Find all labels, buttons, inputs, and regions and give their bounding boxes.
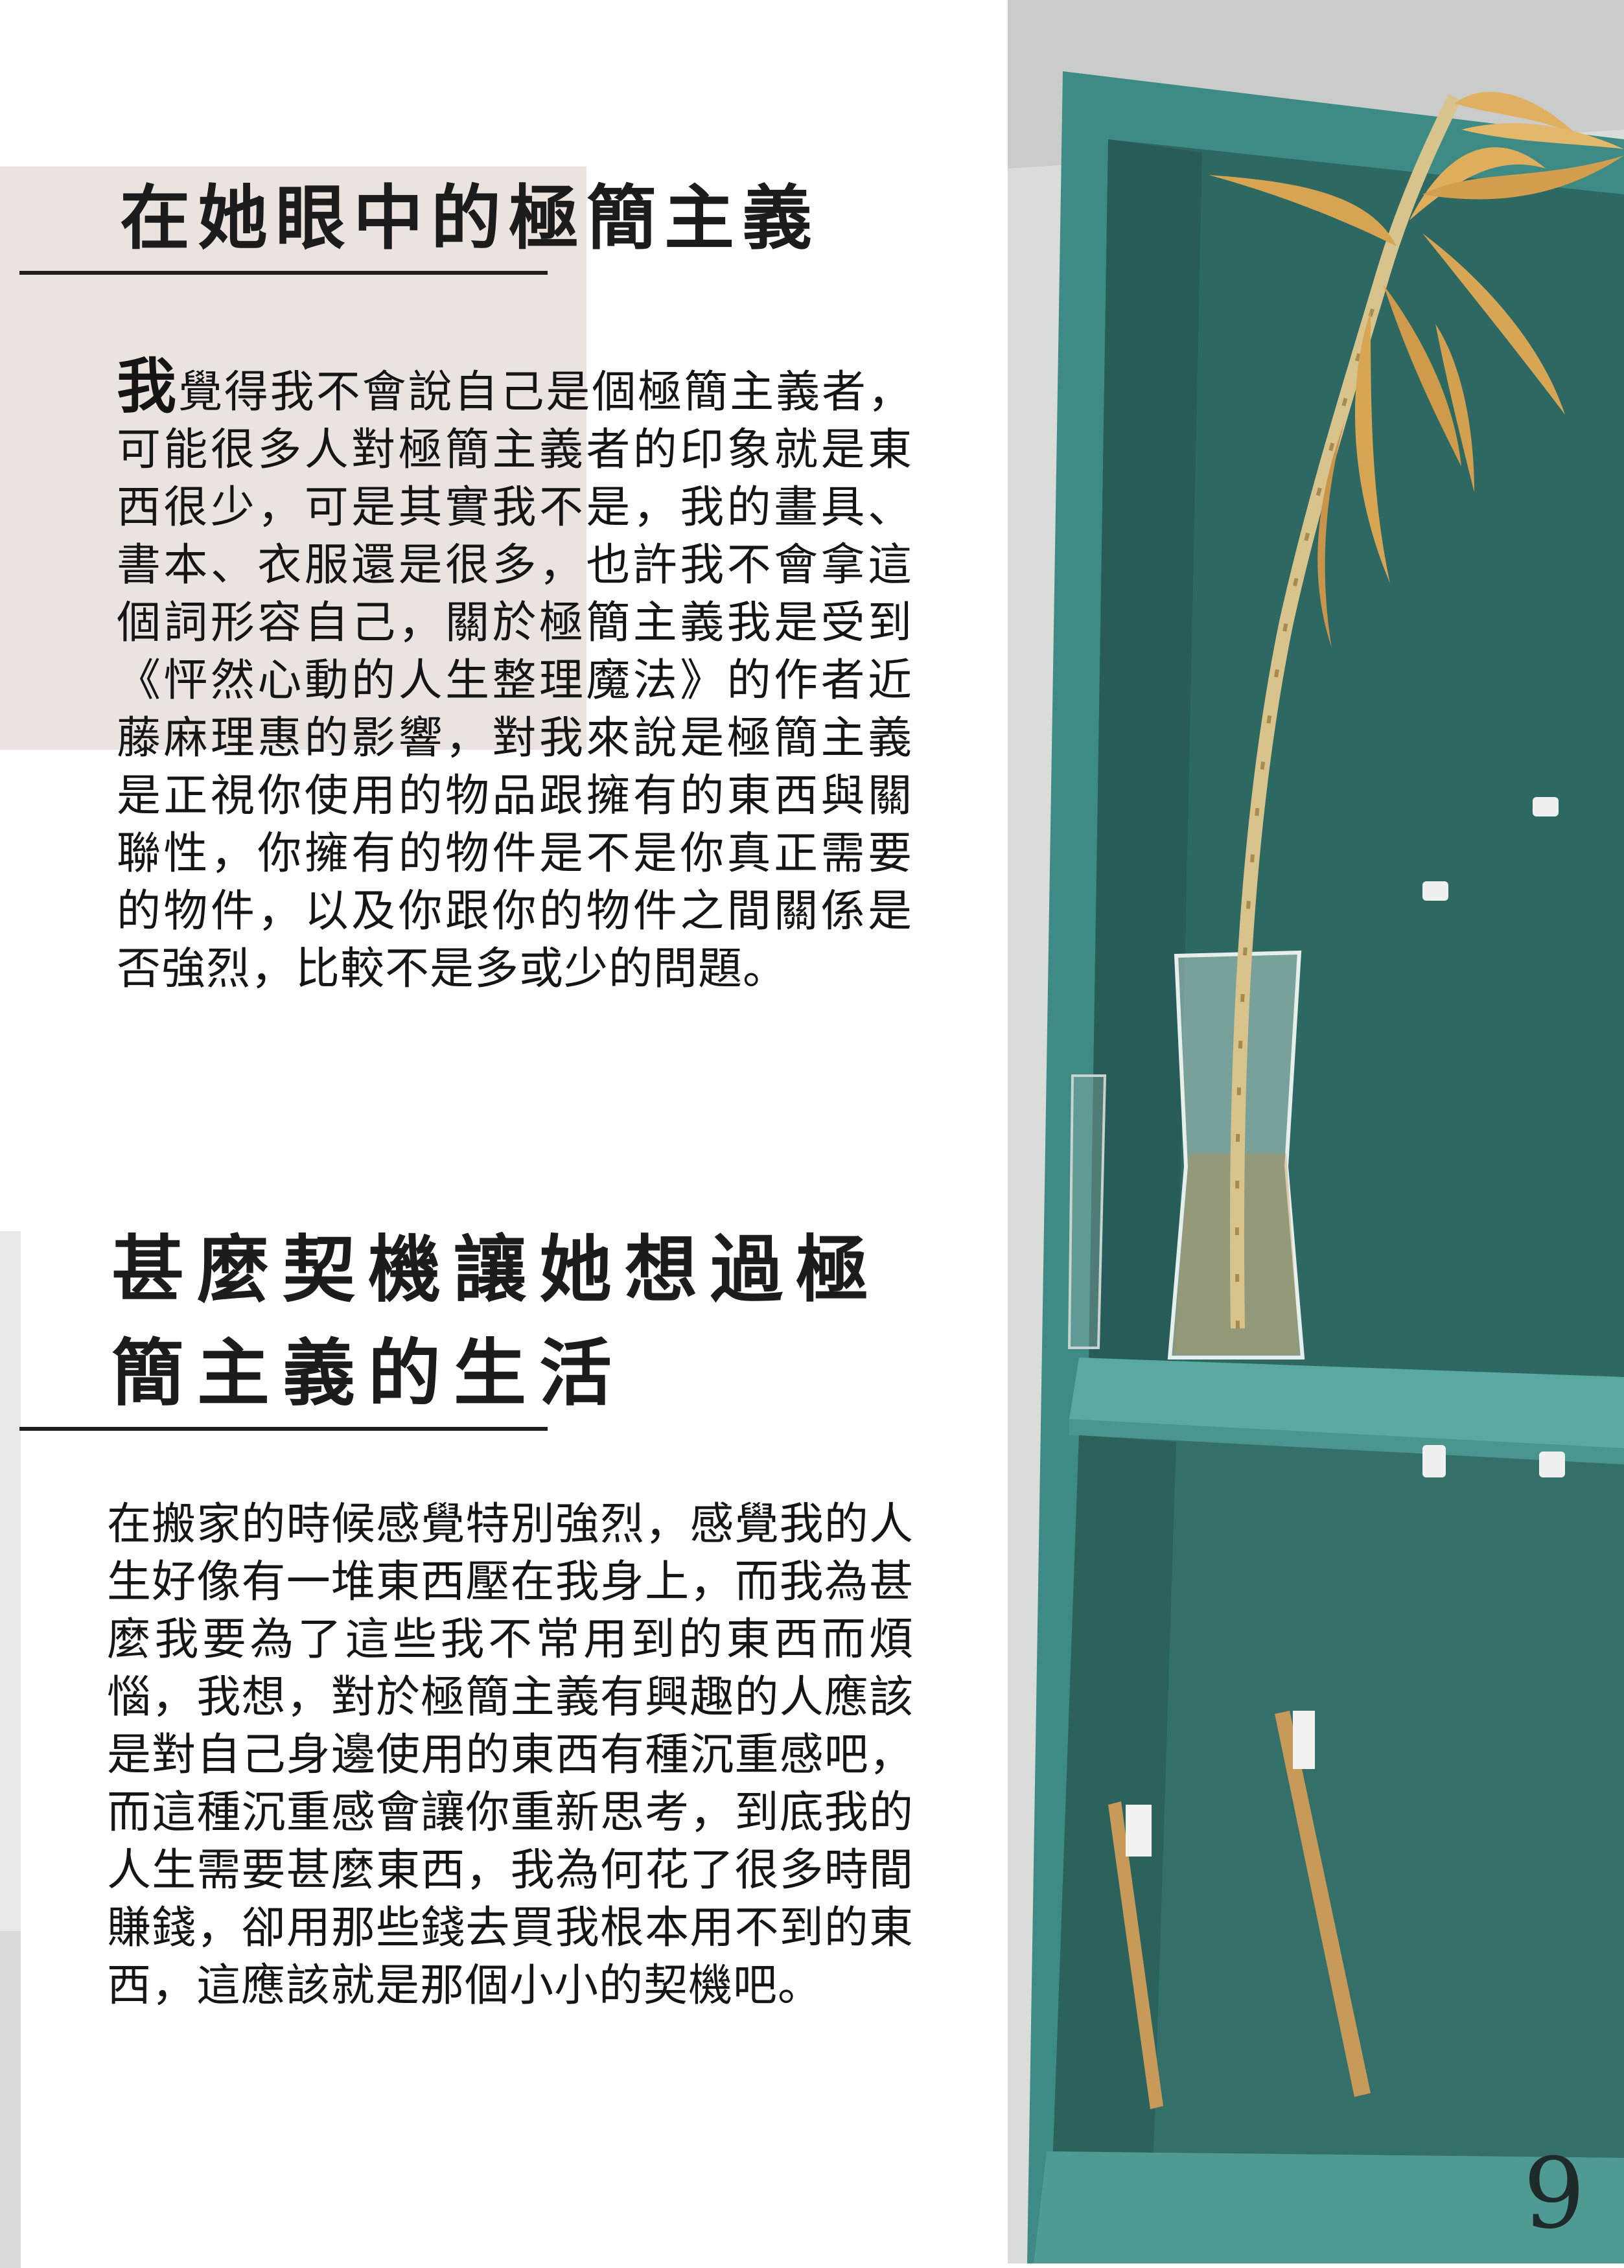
cabinet-photo — [1008, 0, 1624, 2263]
section2-body: 在搬家的時候感覺特別強烈，感覺我的人生好像有一堆東西壓在我身上，而我為甚麼我要為… — [107, 1499, 914, 2011]
section1-divider — [19, 271, 548, 275]
cabinet-interior-lower — [1053, 1435, 1624, 2158]
section1-title: 在她眼中的極簡主義 — [120, 178, 820, 259]
dried-leaf — [1209, 175, 1397, 246]
accent-block — [0, 167, 586, 750]
background-photo-strip-floor — [0, 1931, 21, 2268]
section2-title: 甚麼契機讓她想過極簡主義的生活 — [111, 1227, 881, 1416]
section2-divider — [19, 1427, 548, 1431]
page-number: 9 — [1523, 2138, 1585, 2251]
plant-stalk — [1229, 94, 1461, 1329]
drop-cap: 我 — [117, 351, 178, 421]
toothbrush — [1275, 1711, 1371, 2097]
shelf — [1069, 1358, 1624, 1448]
section1-body-text: 覺得我不會說自己是個極簡主義者，可能很多人對極簡主義者的印象就是東西很少，可是其… — [117, 367, 912, 995]
section1-body: 我覺得我不會說自己是個極簡主義者，可能很多人對極簡主義者的印象就是東西很少，可是… — [117, 356, 912, 998]
toothbrush — [1108, 1801, 1163, 2109]
